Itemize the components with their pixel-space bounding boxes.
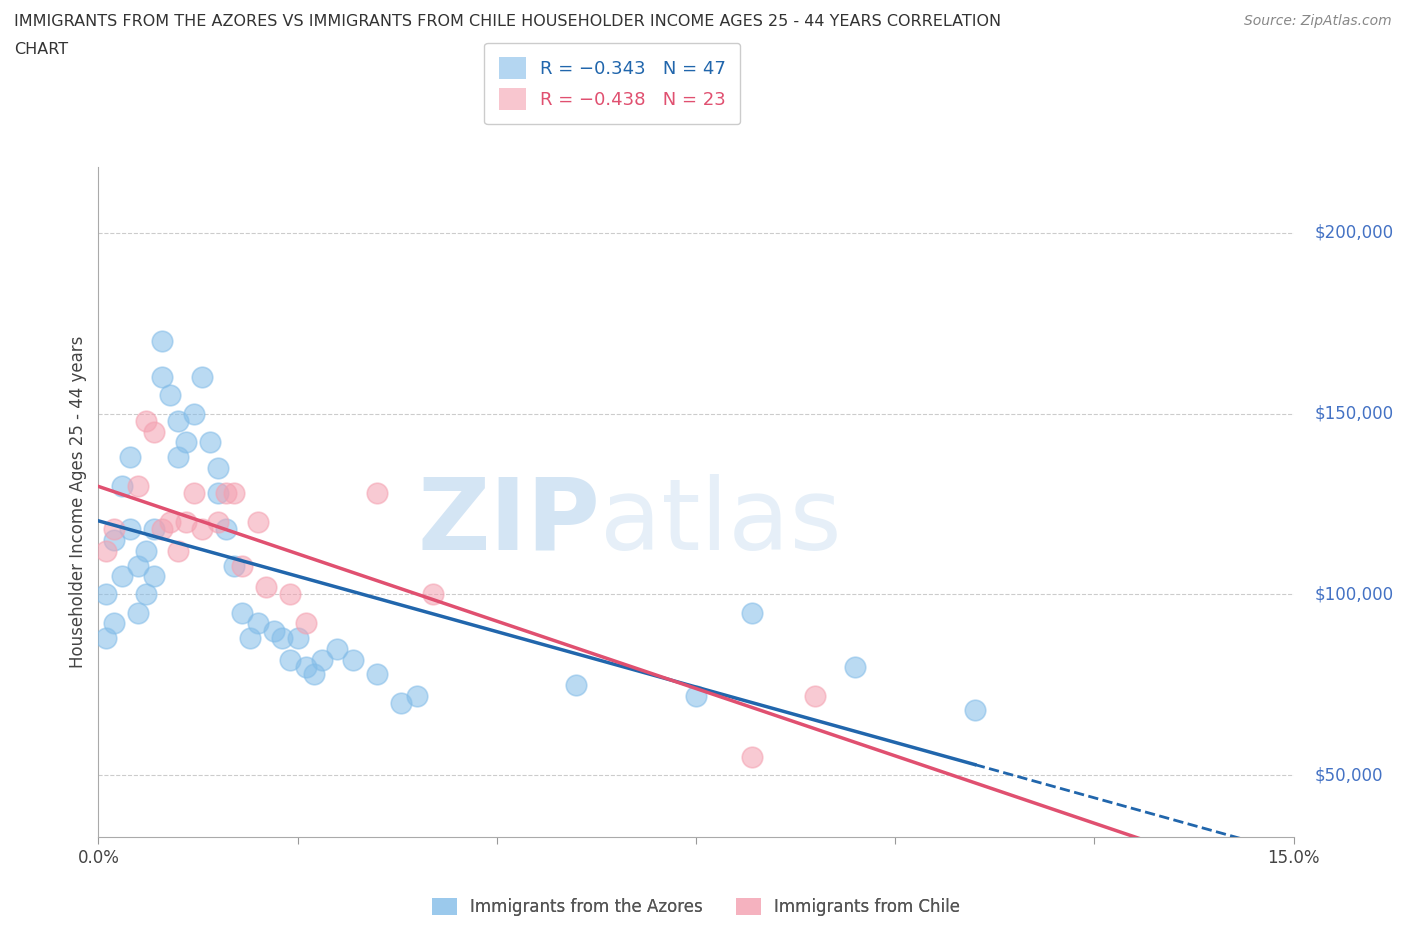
Text: $50,000: $50,000 [1315,766,1384,785]
Point [183,406,205,421]
Point [191,370,214,385]
Point [167,413,190,428]
Point [143,569,166,584]
Point [231,558,253,573]
Point [207,514,229,529]
Point [135,544,157,559]
Point [96,544,118,559]
Point [159,514,181,529]
Point [239,631,262,645]
Point [278,587,301,602]
Point [844,659,866,674]
Point [103,533,125,548]
Point [103,522,125,537]
Point [326,642,349,657]
Point [422,587,444,602]
Point [167,449,190,464]
Point [741,605,763,620]
Point [174,435,197,450]
Point [311,652,333,667]
Point [167,544,190,559]
Text: $150,000: $150,000 [1315,405,1393,422]
Point [143,522,166,537]
Legend: Immigrants from the Azores, Immigrants from Chile: Immigrants from the Azores, Immigrants f… [425,891,967,923]
Point [254,579,277,594]
Point [342,652,364,667]
Point [406,688,429,703]
Point [246,616,269,631]
Point [111,478,134,493]
Point [127,558,149,573]
Point [366,667,388,682]
Point [198,435,221,450]
Point [96,631,118,645]
Point [287,631,309,645]
Y-axis label: Householder Income Ages 25 - 44 years: Householder Income Ages 25 - 44 years [69,336,87,669]
Point [741,750,763,764]
Point [270,631,292,645]
Point [263,623,285,638]
Point [215,522,238,537]
Point [111,569,134,584]
Point [207,485,229,500]
Point [143,424,166,439]
Point [207,460,229,475]
Point [389,696,412,711]
Point [246,514,269,529]
Point [135,587,157,602]
Point [278,652,301,667]
Point [120,522,142,537]
Point [150,522,173,537]
Point [159,388,181,403]
Text: $100,000: $100,000 [1315,586,1393,604]
Text: Source: ZipAtlas.com: Source: ZipAtlas.com [1244,14,1392,28]
Point [135,413,157,428]
Point [120,449,142,464]
Point [302,667,325,682]
Point [96,587,118,602]
Point [215,485,238,500]
Point [565,678,588,693]
Text: $200,000: $200,000 [1315,223,1393,242]
Point [174,514,197,529]
Point [963,703,986,718]
Point [191,522,214,537]
Point [231,605,253,620]
Point [127,478,149,493]
Point [183,485,205,500]
Point [804,688,827,703]
Point [222,485,245,500]
Point [150,334,173,349]
Point [685,688,707,703]
Text: IMMIGRANTS FROM THE AZORES VS IMMIGRANTS FROM CHILE HOUSEHOLDER INCOME AGES 25 -: IMMIGRANTS FROM THE AZORES VS IMMIGRANTS… [14,14,1001,29]
Text: ZIP: ZIP [418,473,600,571]
Point [150,370,173,385]
Point [127,605,149,620]
Point [366,485,388,500]
Point [222,558,245,573]
Point [103,616,125,631]
Point [294,616,316,631]
Text: CHART: CHART [14,42,67,57]
Text: atlas: atlas [600,473,842,571]
Point [294,659,316,674]
